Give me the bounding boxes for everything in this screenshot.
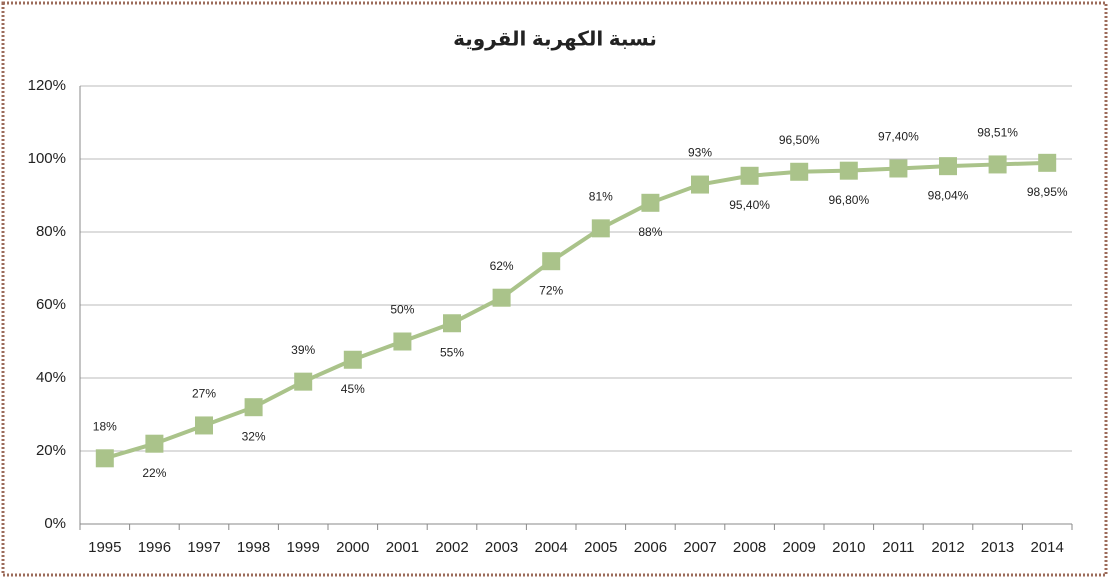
marker <box>1038 153 1057 172</box>
data-label: 18% <box>93 419 117 433</box>
x-tick-label: 2008 <box>733 539 766 556</box>
x-tick-label: 1995 <box>88 539 121 556</box>
data-label: 97,40% <box>878 130 919 144</box>
x-tick-label: 2005 <box>584 539 617 556</box>
x-tick-label: 2013 <box>981 539 1014 556</box>
marker <box>95 449 114 468</box>
marker <box>492 288 511 307</box>
y-tick-label: 120% <box>28 77 66 94</box>
marker <box>691 175 709 194</box>
marker <box>443 314 461 333</box>
marker <box>790 162 809 181</box>
marker <box>393 332 412 351</box>
x-tick-label: 2003 <box>485 539 518 556</box>
chart-title: نسبة الكهربة القروية <box>453 28 657 50</box>
data-label: 93% <box>688 146 712 160</box>
y-tick-label: 80% <box>36 223 66 240</box>
data-label: 50% <box>390 303 414 317</box>
data-label: 55% <box>440 345 464 359</box>
y-tick-label: 40% <box>36 369 66 386</box>
x-tick-label: 2002 <box>435 539 468 556</box>
marker <box>343 350 362 369</box>
data-label: 98,95% <box>1027 185 1068 199</box>
marker <box>939 157 957 176</box>
marker <box>591 219 610 238</box>
x-tick-label: 2006 <box>634 539 667 556</box>
data-label: 95,40% <box>729 198 770 212</box>
x-tick-label: 2014 <box>1031 539 1064 556</box>
marker <box>839 161 858 180</box>
y-tick-label: 60% <box>36 296 66 313</box>
data-label: 98,04% <box>928 188 969 202</box>
marker <box>244 398 263 417</box>
x-tick-label: 2004 <box>535 539 568 556</box>
marker <box>740 166 759 185</box>
data-label: 96,80% <box>828 193 869 207</box>
marker <box>294 372 313 391</box>
x-tick-label: 1998 <box>237 539 270 556</box>
x-tick-label: 2012 <box>931 539 964 556</box>
marker <box>889 159 908 178</box>
data-label: 45% <box>341 382 365 396</box>
x-tick-label: 2009 <box>783 539 816 556</box>
marker <box>195 416 213 435</box>
marker <box>542 252 561 271</box>
x-tick-label: 1997 <box>187 539 220 556</box>
data-label: 96,50% <box>779 133 820 147</box>
y-tick-label: 100% <box>28 150 66 167</box>
marker <box>145 434 164 453</box>
data-label: 72% <box>539 283 563 297</box>
x-tick-label: 1996 <box>138 539 171 556</box>
x-tick-label: 2011 <box>882 539 914 556</box>
data-label: 39% <box>291 343 315 357</box>
data-label: 32% <box>242 429 266 443</box>
marker <box>641 193 660 212</box>
data-label: 27% <box>192 387 216 401</box>
data-label: 98,51% <box>977 126 1018 140</box>
data-label: 22% <box>142 466 166 480</box>
data-label: 88% <box>638 225 662 239</box>
y-tick-label: 0% <box>44 515 66 532</box>
y-tick-label: 20% <box>36 442 66 459</box>
data-label: 81% <box>589 190 613 204</box>
marker <box>988 155 1007 174</box>
x-tick-label: 2010 <box>832 539 865 556</box>
x-tick-label: 2000 <box>336 539 369 556</box>
x-tick-label: 2007 <box>683 539 716 556</box>
data-label: 62% <box>490 259 514 273</box>
x-tick-label: 2001 <box>386 539 419 556</box>
x-tick-label: 1999 <box>287 539 320 556</box>
